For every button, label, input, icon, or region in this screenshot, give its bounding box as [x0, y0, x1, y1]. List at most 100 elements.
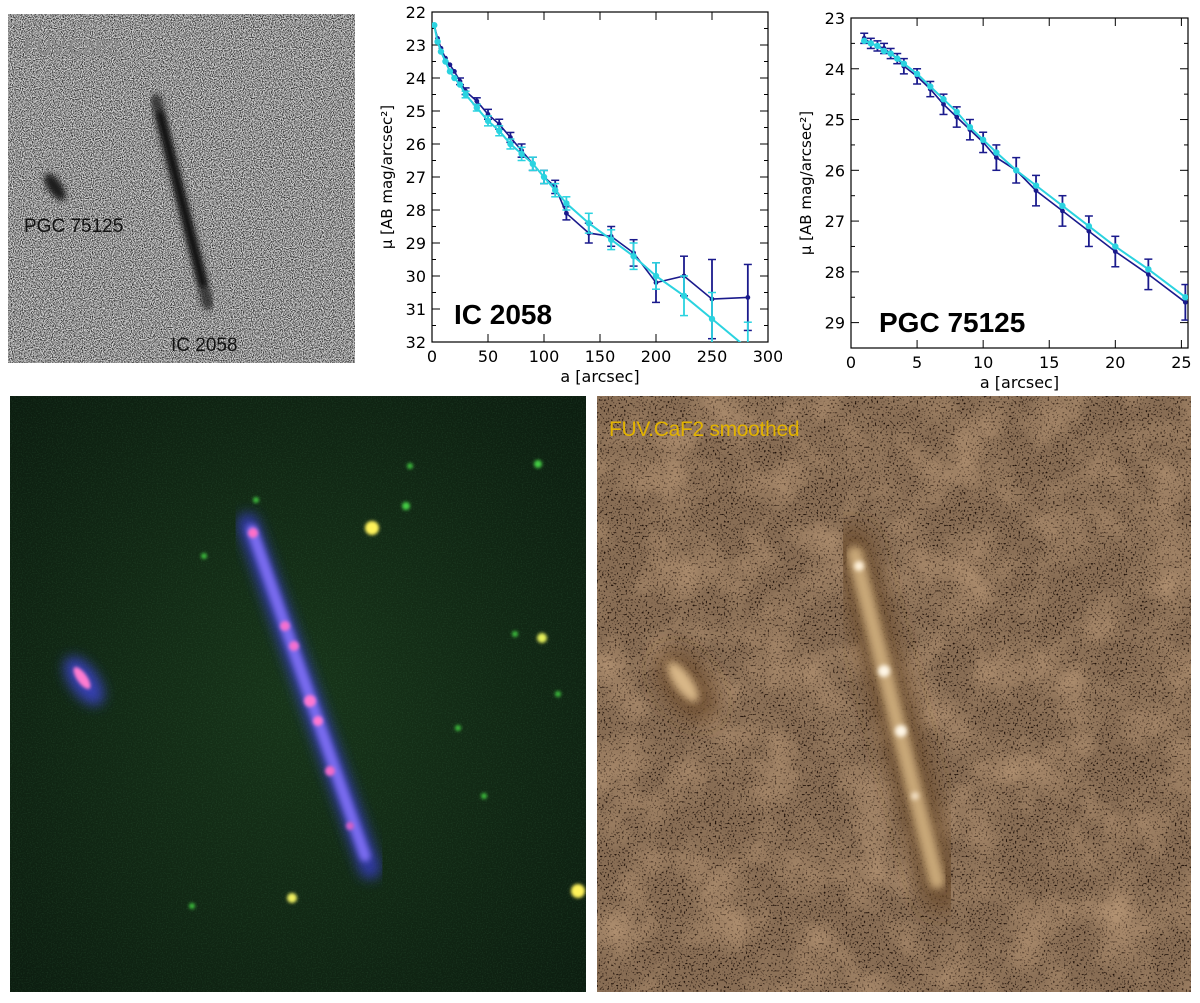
data-point-model — [867, 40, 875, 47]
data-point-model — [680, 292, 688, 299]
data-point-model — [462, 91, 469, 98]
ic2058-profile-chart: 0 50 100 150 200 250 300 22 23 24 25 26 27 28 29 30 31 32… — [378, 3, 782, 386]
color-composite-panel — [10, 396, 586, 992]
data-point-model — [630, 253, 637, 260]
y-tick-label: 23 — [825, 9, 845, 28]
data-point-model — [745, 345, 751, 351]
data-point-model — [529, 160, 536, 167]
smoothed-image-panel: FUV.CaF2 smoothed — [597, 396, 1191, 992]
data-point-model — [874, 42, 881, 50]
data-point-model — [608, 236, 615, 243]
data-point-model — [507, 140, 514, 148]
data-point-model — [927, 83, 934, 90]
data-point-model — [887, 50, 894, 57]
data-point-model — [563, 200, 570, 207]
data-point-observed — [993, 155, 999, 161]
data-point-model — [496, 127, 503, 134]
data-point-model — [451, 74, 458, 82]
data-point-model — [518, 150, 525, 158]
data-point-model — [1182, 294, 1188, 301]
x-tick-label: 200 — [641, 347, 672, 366]
data-point-model — [1012, 167, 1020, 174]
data-point-model — [993, 149, 1000, 156]
y-axis-label: μ [AB mag/arcsec²] — [378, 105, 396, 249]
plot-frame — [850, 17, 1189, 349]
series-line-model — [863, 39, 1187, 298]
y-axis-label: μ [AB mag/arcsec²] — [797, 111, 815, 255]
data-point-model — [484, 117, 492, 125]
x-tick-label: 150 — [585, 347, 616, 366]
data-point-model — [880, 47, 888, 55]
x-tick-label: 25 — [1171, 353, 1191, 372]
data-point-model — [552, 187, 559, 194]
y-tick-label: 29 — [406, 234, 426, 253]
data-point-observed — [452, 69, 457, 74]
y-tick-label: 30 — [406, 267, 426, 286]
x-tick-label: 0 — [846, 353, 856, 372]
x-tick-label: 300 — [753, 347, 782, 366]
x-tick-label: 100 — [529, 347, 560, 366]
data-point-model — [1032, 182, 1040, 189]
data-point-model — [1059, 202, 1066, 210]
data-point-observed — [1145, 271, 1151, 277]
data-point-model — [1112, 243, 1119, 250]
data-point-model — [473, 104, 480, 111]
x-tick-label: 250 — [697, 347, 728, 366]
y-tick-label: 23 — [406, 36, 426, 55]
data-point-model — [585, 220, 592, 227]
series-line-observed — [433, 25, 748, 300]
data-point-model — [437, 48, 445, 55]
data-point-model — [979, 136, 987, 144]
data-point-observed — [447, 62, 453, 68]
x-axis-label: a [arcsec] — [560, 367, 639, 386]
y-tick-label: 27 — [825, 212, 845, 231]
y-tick-label: 25 — [406, 102, 426, 121]
y-tick-label: 26 — [406, 135, 426, 154]
y-tick-label: 32 — [406, 333, 426, 352]
y-tick-label: 25 — [825, 111, 845, 130]
data-point-observed — [1086, 228, 1092, 234]
pgc-75125-label: PGC 75125 — [24, 216, 124, 237]
data-point-observed — [1060, 208, 1065, 214]
data-point-observed — [745, 295, 751, 300]
plot-frame — [431, 11, 769, 343]
y-tick-label: 26 — [825, 161, 845, 180]
data-point-observed — [474, 98, 480, 104]
data-point-model — [1145, 266, 1152, 273]
data-point-model — [913, 70, 921, 78]
data-point-model — [432, 22, 438, 29]
x-tick-label: 20 — [1105, 353, 1125, 372]
data-point-model — [894, 55, 901, 62]
y-tick-label: 22 — [406, 3, 426, 22]
x-tick-label: 10 — [973, 353, 993, 372]
chart-title: IC 2058 — [454, 299, 552, 330]
smoothed-label: FUV.CaF2 smoothed — [609, 418, 800, 441]
data-point-observed — [564, 210, 569, 216]
data-point-model — [900, 60, 908, 67]
fuv-image — [8, 14, 355, 363]
x-tick-label: 5 — [912, 353, 922, 372]
x-tick-label: 0 — [427, 347, 437, 366]
y-tick-label: 24 — [825, 60, 845, 79]
x-axis-label: a [arcsec] — [980, 373, 1059, 392]
y-tick-label: 28 — [825, 263, 845, 282]
data-point-model — [434, 38, 441, 45]
y-tick-label: 29 — [825, 314, 845, 333]
x-tick-label: 50 — [478, 347, 498, 366]
y-tick-label: 24 — [406, 69, 426, 88]
data-point-observed — [954, 114, 960, 120]
data-point-model — [953, 108, 960, 116]
smoothed-image — [597, 396, 1191, 992]
y-tick-label: 31 — [406, 300, 426, 319]
data-point-observed — [1112, 249, 1118, 254]
y-tick-label: 28 — [406, 201, 426, 220]
fuv-image-panel: FUV.CaF2 PGC 75125 IC 2058 — [8, 14, 355, 363]
pgc75125-profile-chart: 0 5 10 15 20 25 23 24 25 26 27 28 29 a [arcsec] μ [AB … — [797, 9, 1192, 392]
data-point-model — [708, 315, 716, 323]
x-tick-label: 15 — [1039, 353, 1059, 372]
data-point-model — [966, 123, 974, 131]
y-tick-label: 27 — [406, 168, 426, 187]
data-point-model — [1085, 222, 1093, 230]
data-point-model — [940, 96, 947, 103]
fuv-label: FUV.CaF2 — [24, 36, 119, 59]
